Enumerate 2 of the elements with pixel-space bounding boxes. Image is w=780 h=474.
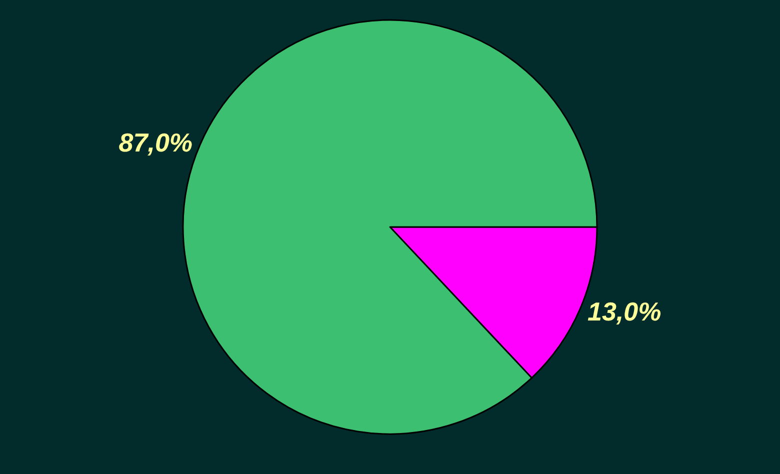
- data-label: 87,0%: [118, 127, 193, 158]
- data-label: 13,0%: [587, 296, 662, 327]
